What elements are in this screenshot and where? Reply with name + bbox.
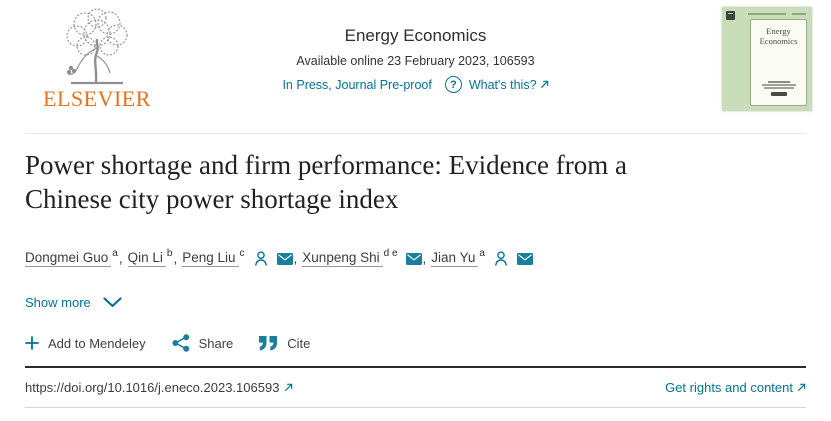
dark-rule [25, 366, 806, 368]
corresponding-author-icon[interactable] [493, 250, 509, 267]
get-rights-label: Get rights and content [665, 380, 793, 395]
corresponding-author-icon[interactable] [253, 250, 269, 267]
author-qin-li: Qin Li b , [127, 248, 178, 267]
cover-top-text-decoration2 [792, 13, 806, 15]
cover-top-text-decoration [748, 13, 786, 15]
cover-journal-title: Energy Economics [759, 26, 798, 46]
article-title: Power shortage and firm performance: Evi… [25, 150, 628, 214]
status-row: In Press, Journal Pre-proof ? What's thi… [180, 76, 651, 93]
external-link-icon [540, 80, 548, 89]
bottom-divider [25, 407, 806, 408]
cite-button[interactable]: Cite [259, 335, 311, 351]
author-affiliation-sup: a [479, 248, 485, 259]
journal-cover-thumbnail[interactable]: Energy Economics [722, 7, 812, 111]
journal-header: Energy Economics Available online 23 Feb… [180, 26, 651, 93]
author-affiliation-sup: a [112, 248, 118, 259]
whats-this-link[interactable]: What's this? [469, 78, 549, 92]
elsevier-wordmark: ELSEVIER [43, 86, 151, 111]
availability-text: Available online 23 February 2023, 10659… [296, 54, 535, 68]
author-affiliation-sup: c [239, 248, 245, 259]
show-more-label: Show more [25, 295, 91, 310]
author-link[interactable]: Peng Liu [182, 250, 239, 267]
author-affiliation-sup: b [166, 248, 173, 259]
author-dongmei-guo: Dongmei Guo a , [25, 248, 123, 267]
author-link[interactable]: Dongmei Guo [25, 250, 112, 267]
doi-rights-row: https://doi.org/10.1016/j.eneco.2023.106… [25, 380, 806, 395]
help-question-icon[interactable]: ? [444, 76, 462, 93]
external-link-icon [285, 383, 293, 392]
chevron-down-icon [103, 297, 122, 308]
author-link[interactable]: Qin Li [127, 250, 166, 267]
email-author-icon[interactable] [405, 252, 422, 265]
journal-title-link[interactable]: Energy Economics [344, 26, 487, 45]
author-peng-liu: Peng Liu c , [182, 248, 298, 267]
doi-link[interactable]: https://doi.org/10.1016/j.eneco.2023.106… [25, 380, 293, 395]
show-more-button[interactable]: Show more [25, 295, 122, 310]
share-label: Share [198, 335, 234, 351]
cover-title-box: Energy Economics [750, 19, 807, 106]
author-xunpeng-shi: Xunpeng Shi d e , [302, 248, 427, 267]
elsevier-logo[interactable]: ELSEVIER [38, 6, 156, 110]
get-rights-link[interactable]: Get rights and content [665, 380, 806, 395]
add-to-mendeley-button[interactable]: Add to Mendeley [25, 336, 146, 351]
share-icon [171, 334, 189, 352]
plus-icon [25, 336, 39, 350]
add-to-mendeley-label: Add to Mendeley [48, 335, 146, 351]
in-press-link[interactable]: In Press, Journal Pre-proof [282, 77, 432, 92]
elsevier-tree-icon [66, 8, 128, 85]
share-button[interactable]: Share [171, 334, 234, 352]
author-list: Dongmei Guo a , Qin Li b , Peng Liu c [25, 248, 533, 267]
quote-icon [259, 335, 278, 351]
email-author-icon[interactable] [276, 252, 293, 265]
email-author-icon[interactable] [516, 252, 533, 265]
doi-text: https://doi.org/10.1016/j.eneco.2023.106… [25, 380, 280, 395]
author-jian-yu: Jian Yu a [431, 248, 533, 267]
cover-footer-decoration [751, 81, 806, 96]
cite-label: Cite [287, 335, 311, 351]
whats-this-label: What's this? [468, 77, 537, 92]
author-link[interactable]: Xunpeng Shi [302, 250, 383, 267]
action-bar: Add to Mendeley Share Cite [25, 334, 310, 352]
author-affiliation-sup: d e [383, 248, 398, 259]
external-link-icon [797, 383, 806, 392]
author-link[interactable]: Jian Yu [431, 250, 479, 267]
cover-publisher-mark-icon [726, 11, 735, 20]
header-divider [25, 133, 806, 134]
